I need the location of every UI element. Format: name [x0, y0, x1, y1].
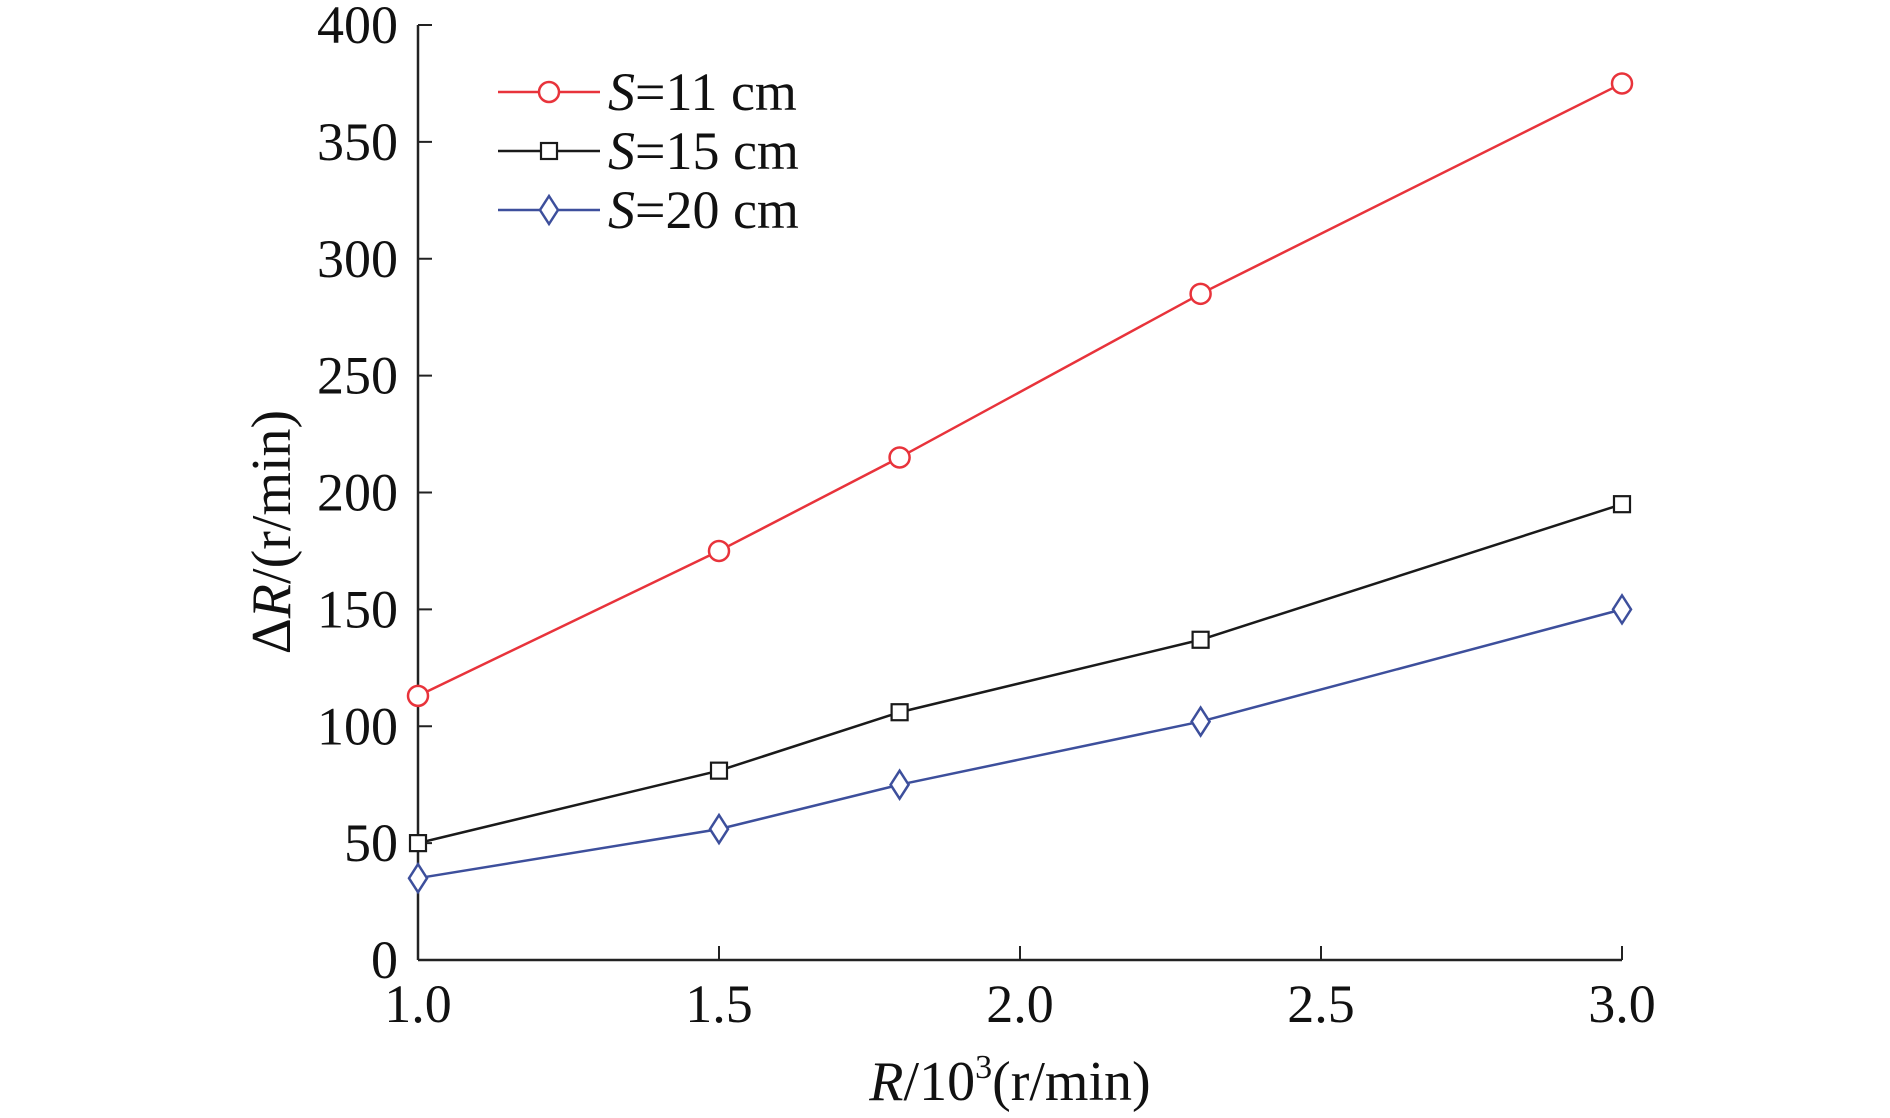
y-tick-label: 50 [344, 813, 398, 873]
data-point [708, 812, 730, 846]
legend-marker [538, 193, 560, 227]
data-point [1610, 72, 1634, 95]
series-line [417, 502, 1623, 845]
x-axis-label: R/103(r/min) [868, 1049, 1150, 1113]
legend-label: S=20 cm [608, 180, 799, 240]
legend-marker [537, 80, 561, 104]
x-axis-label-sup: 3 [975, 1049, 992, 1086]
axes: 0 50 100 150 200 250 300 350 400 1.0 1.5 2.0 2.5 3.0 [317, 0, 1656, 1034]
series-3 [407, 593, 1633, 895]
legend-marker [539, 141, 559, 161]
x-tick-label: 2.5 [1287, 974, 1355, 1034]
x-tick-label: 1.5 [685, 974, 753, 1034]
data-point [1611, 593, 1633, 626]
x-tick-label: 3.0 [1588, 974, 1656, 1034]
data-point [1189, 282, 1212, 306]
y-tick-label: 250 [317, 346, 398, 406]
y-tick-label: 400 [317, 0, 398, 55]
data-point [408, 834, 428, 853]
legend-item-1: S=11 cm [498, 62, 797, 122]
y-axis-label-unit: /(r/min) [241, 410, 303, 584]
data-point [890, 703, 909, 722]
series-layer [406, 72, 1634, 895]
x-axis-label-unit: (r/min) [992, 1051, 1151, 1113]
data-point [1190, 705, 1212, 738]
series-line [417, 82, 1623, 697]
y-tick-label: 300 [317, 229, 398, 289]
x-tick-label: 1.0 [384, 974, 452, 1034]
y-tick-label: 200 [317, 463, 398, 523]
data-point [406, 684, 430, 708]
y-tick-label: 100 [317, 696, 398, 756]
x-axis-label-rest: /10 [904, 1051, 976, 1113]
y-tick-label: 150 [317, 579, 398, 639]
data-point [1191, 630, 1210, 649]
y-tick-label: 0 [371, 930, 398, 990]
legend-item-3: S=20 cm [498, 180, 799, 240]
legend: S=11 cmS=15 cmS=20 cm [498, 62, 799, 240]
y-axis-label-var: R [241, 584, 303, 619]
x-axis-label-var: R [868, 1051, 903, 1113]
data-point [888, 446, 911, 469]
y-axis-label: ΔR/(r/min) [241, 410, 303, 654]
data-point [709, 761, 729, 780]
series-2 [408, 495, 1632, 853]
series-1 [406, 72, 1634, 708]
y-tick-label: 350 [317, 112, 398, 172]
data-point [707, 539, 731, 563]
legend-item-2: S=15 cm [498, 121, 799, 181]
series-line [417, 608, 1623, 880]
data-point [1612, 495, 1632, 514]
data-point [407, 861, 429, 895]
legend-label: S=11 cm [608, 62, 797, 122]
x-tick-label: 2.0 [986, 974, 1054, 1034]
legend-label: S=15 cm [608, 121, 799, 181]
y-axis-label-delta: Δ [241, 618, 303, 654]
data-point [889, 768, 911, 801]
